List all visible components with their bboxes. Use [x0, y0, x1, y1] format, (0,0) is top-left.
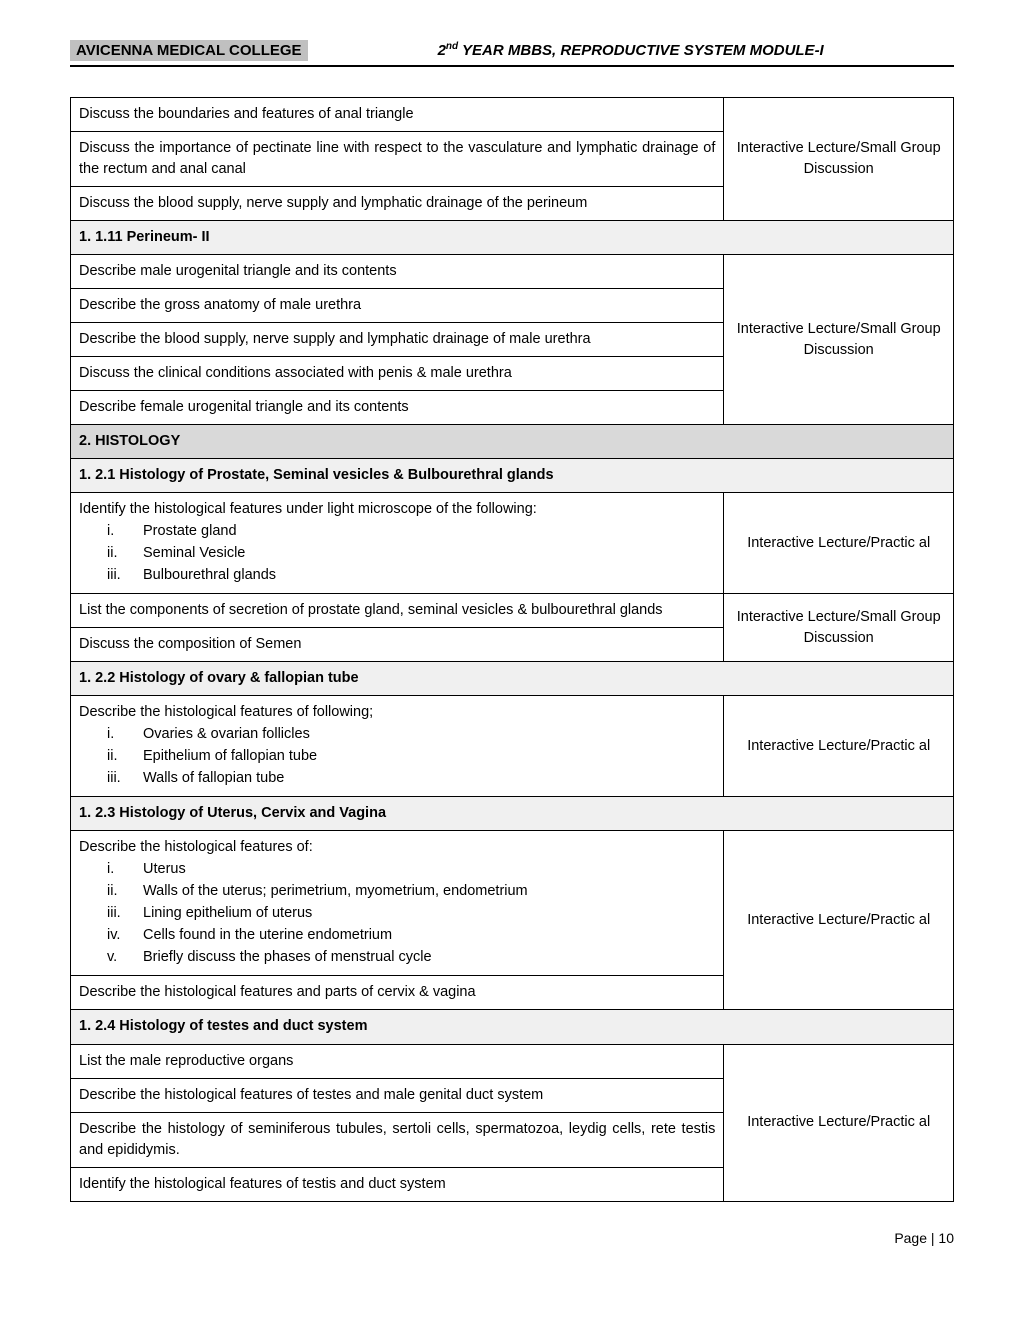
objective-cell: Describe the gross anatomy of male ureth…	[71, 289, 724, 323]
objective-cell: Describe male urogenital triangle and it…	[71, 255, 724, 289]
subsection-header: 1. 1.11 Perineum- II	[71, 221, 954, 255]
objective-cell: Identify the histological features under…	[71, 493, 724, 594]
section-header: 2. HISTOLOGY	[71, 425, 954, 459]
page-number: Page | 10	[70, 1230, 954, 1246]
objective-cell: Discuss the boundaries and features of a…	[71, 98, 724, 132]
teaching-method: Interactive Lecture/Practic al	[724, 1044, 954, 1201]
objective-cell: Identify the histological features of te…	[71, 1167, 724, 1201]
objective-cell: Describe the histological features and p…	[71, 976, 724, 1010]
objective-cell: Discuss the composition of Semen	[71, 628, 724, 662]
objective-cell: Describe the histology of seminiferous t…	[71, 1112, 724, 1167]
teaching-method: Interactive Lecture/Practic al	[724, 831, 954, 1010]
objective-cell: List the components of secretion of pros…	[71, 594, 724, 628]
teaching-method: Interactive Lecture/Small Group Discussi…	[724, 594, 954, 662]
objective-cell: List the male reproductive organs	[71, 1044, 724, 1078]
objective-cell: Discuss the blood supply, nerve supply a…	[71, 187, 724, 221]
subsection-header: 1. 2.1 Histology of Prostate, Seminal ve…	[71, 459, 954, 493]
objective-cell: Discuss the clinical conditions associat…	[71, 357, 724, 391]
objective-cell: Describe the histological features of te…	[71, 1078, 724, 1112]
header-course: 2nd YEAR MBBS, REPRODUCTIVE SYSTEM MODUL…	[438, 41, 824, 59]
teaching-method: Interactive Lecture/Practic al	[724, 696, 954, 797]
objective-cell: Describe the blood supply, nerve supply …	[71, 323, 724, 357]
teaching-method: Interactive Lecture/Small Group Discussi…	[724, 255, 954, 425]
teaching-method: Interactive Lecture/Small Group Discussi…	[724, 98, 954, 221]
subsection-header: 1. 2.3 Histology of Uterus, Cervix and V…	[71, 797, 954, 831]
objective-cell: Discuss the importance of pectinate line…	[71, 132, 724, 187]
subsection-header: 1. 2.4 Histology of testes and duct syst…	[71, 1010, 954, 1044]
subsection-header: 1. 2.2 Histology of ovary & fallopian tu…	[71, 662, 954, 696]
teaching-method: Interactive Lecture/Practic al	[724, 493, 954, 594]
objective-cell: Describe female urogenital triangle and …	[71, 391, 724, 425]
objective-cell: Describe the histological features of:i.…	[71, 831, 724, 976]
objective-cell: Describe the histological features of fo…	[71, 696, 724, 797]
page-header: AVICENNA MEDICAL COLLEGE 2nd YEAR MBBS, …	[70, 40, 954, 67]
curriculum-table: Discuss the boundaries and features of a…	[70, 97, 954, 1202]
header-institution: AVICENNA MEDICAL COLLEGE	[70, 40, 308, 61]
